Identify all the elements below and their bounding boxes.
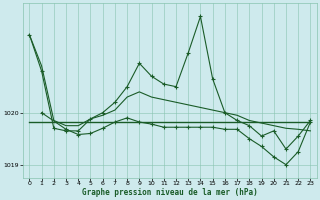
X-axis label: Graphe pression niveau de la mer (hPa): Graphe pression niveau de la mer (hPa) (82, 188, 258, 197)
